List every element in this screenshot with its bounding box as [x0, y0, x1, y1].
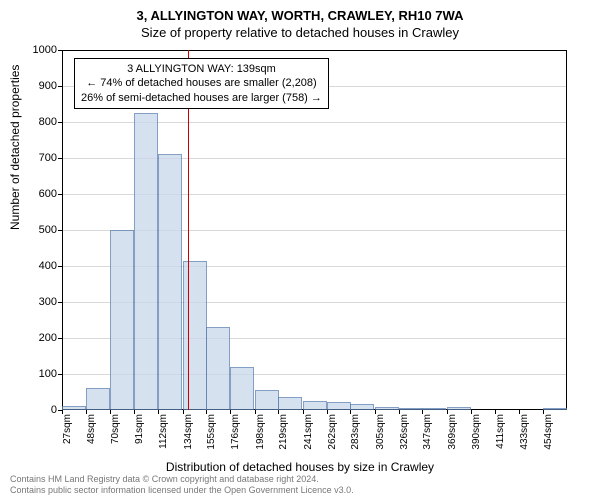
xtick-label: 454sqm [543, 414, 554, 464]
ytick-label: 100 [17, 368, 57, 380]
histogram-bar [158, 154, 182, 410]
xtick-label: 198sqm [255, 414, 266, 464]
ytick-mark [58, 338, 62, 339]
ytick-mark [58, 302, 62, 303]
xtick-label: 262sqm [327, 414, 338, 464]
histogram-bar [422, 408, 446, 410]
histogram-bar [86, 388, 110, 410]
histogram-bar [399, 408, 423, 410]
xtick-label: 91sqm [134, 414, 145, 464]
xtick-label: 155sqm [206, 414, 217, 464]
histogram-bar [327, 402, 351, 410]
xtick-label: 27sqm [62, 414, 73, 464]
plot-area: 3 ALLYINGTON WAY: 139sqm← 74% of detache… [62, 50, 567, 410]
xtick-label: 390sqm [471, 414, 482, 464]
histogram-bar [134, 113, 158, 410]
ytick-mark [58, 50, 62, 51]
chart-container: 3, ALLYINGTON WAY, WORTH, CRAWLEY, RH10 … [0, 0, 600, 500]
ytick-mark [58, 266, 62, 267]
ytick-mark [58, 158, 62, 159]
ytick-label: 800 [17, 116, 57, 128]
chart-title-sub: Size of property relative to detached ho… [0, 23, 600, 40]
ytick-label: 700 [17, 152, 57, 164]
xtick-label: 347sqm [422, 414, 433, 464]
ytick-mark [58, 374, 62, 375]
xtick-label: 305sqm [375, 414, 386, 464]
ytick-label: 0 [17, 404, 57, 416]
ytick-label: 400 [17, 260, 57, 272]
histogram-bar [543, 408, 567, 410]
ytick-mark [58, 194, 62, 195]
annotation-line: 3 ALLYINGTON WAY: 139sqm [81, 62, 322, 76]
histogram-bar [62, 406, 86, 410]
ytick-mark [58, 230, 62, 231]
histogram-bar [375, 407, 399, 410]
footer-line-2: Contains public sector information licen… [10, 485, 354, 496]
ytick-label: 1000 [17, 44, 57, 56]
ytick-label: 900 [17, 80, 57, 92]
xtick-label: 134sqm [183, 414, 194, 464]
xtick-label: 283sqm [350, 414, 361, 464]
ytick-mark [58, 86, 62, 87]
ytick-label: 500 [17, 224, 57, 236]
xtick-label: 241sqm [303, 414, 314, 464]
histogram-bar [206, 327, 230, 410]
histogram-bar [255, 390, 279, 410]
footer-line-1: Contains HM Land Registry data © Crown c… [10, 474, 354, 485]
xtick-label: 219sqm [278, 414, 289, 464]
xtick-label: 48sqm [86, 414, 97, 464]
xtick-label: 176sqm [230, 414, 241, 464]
histogram-bar [350, 404, 374, 410]
xtick-label: 70sqm [110, 414, 121, 464]
chart-title-main: 3, ALLYINGTON WAY, WORTH, CRAWLEY, RH10 … [0, 0, 600, 23]
histogram-bar [303, 401, 327, 410]
histogram-bar [230, 367, 254, 410]
histogram-bar [278, 397, 302, 410]
xtick-label: 326sqm [399, 414, 410, 464]
annotation-line: ← 74% of detached houses are smaller (2,… [81, 76, 322, 90]
footer-attribution: Contains HM Land Registry data © Crown c… [10, 474, 354, 496]
ytick-label: 200 [17, 332, 57, 344]
xtick-label: 433sqm [519, 414, 530, 464]
histogram-bar [110, 230, 134, 410]
ytick-label: 300 [17, 296, 57, 308]
annotation-line: 26% of semi-detached houses are larger (… [81, 91, 322, 105]
histogram-bar [447, 407, 471, 410]
annotation-box: 3 ALLYINGTON WAY: 139sqm← 74% of detache… [74, 58, 329, 109]
xtick-label: 369sqm [447, 414, 458, 464]
ytick-mark [58, 122, 62, 123]
histogram-bar [183, 261, 207, 410]
xtick-label: 112sqm [158, 414, 169, 464]
xtick-label: 411sqm [495, 414, 506, 464]
ytick-label: 600 [17, 188, 57, 200]
